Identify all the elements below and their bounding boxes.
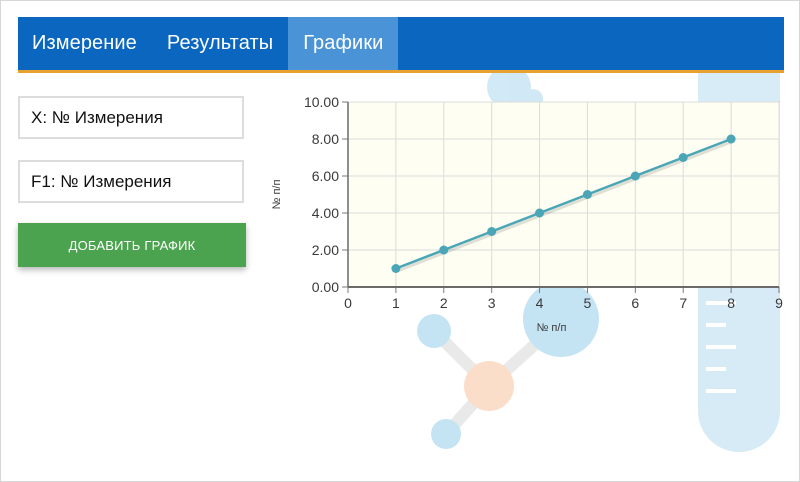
x-axis-select[interactable]: X: № Измерения xyxy=(18,96,244,139)
main-navbar: Измерение Результаты Графики xyxy=(18,17,784,73)
data-point xyxy=(678,153,688,162)
x-axis-title: № п/п xyxy=(537,322,567,334)
x-tick-label: 4 xyxy=(536,295,544,311)
x-tick-label: 9 xyxy=(775,295,783,311)
x-tick-label: 3 xyxy=(488,295,496,311)
data-point xyxy=(582,190,592,199)
data-point xyxy=(726,134,736,144)
data-point xyxy=(391,264,401,273)
tab-results[interactable]: Результаты xyxy=(166,32,274,54)
y-tick-label: 4.00 xyxy=(312,205,339,221)
series-line xyxy=(395,137,732,270)
x-tick-label: 0 xyxy=(344,295,352,311)
tab-measurement[interactable]: Измерение xyxy=(32,32,137,54)
y-tick-label: 2.00 xyxy=(312,242,339,258)
x-tick-label: 8 xyxy=(727,295,735,311)
y-tick-label: 8.00 xyxy=(312,131,339,147)
add-chart-button[interactable]: ДОБАВИТЬ ГРАФИК xyxy=(18,223,246,267)
x-tick-label: 7 xyxy=(679,295,687,311)
x-tick-label: 2 xyxy=(440,295,448,311)
data-point xyxy=(535,208,545,218)
data-point xyxy=(439,245,449,255)
x-tick-label: 6 xyxy=(631,295,639,311)
y-axis-title: № п/п xyxy=(271,180,283,210)
tab-charts[interactable]: Графики xyxy=(288,17,399,70)
data-point xyxy=(487,227,497,236)
f1-series-select[interactable]: F1: № Измерения xyxy=(18,160,244,203)
plot-area xyxy=(347,101,780,288)
x-tick-label: 5 xyxy=(584,295,592,311)
series-line-shadow xyxy=(395,140,732,273)
data-point xyxy=(630,171,640,181)
y-tick-label: 6.00 xyxy=(312,168,339,184)
molecule-decoration xyxy=(417,281,599,449)
y-tick-label: 10.00 xyxy=(304,94,339,110)
y-tick-label: 0.00 xyxy=(312,279,339,295)
x-tick-label: 1 xyxy=(392,295,400,311)
